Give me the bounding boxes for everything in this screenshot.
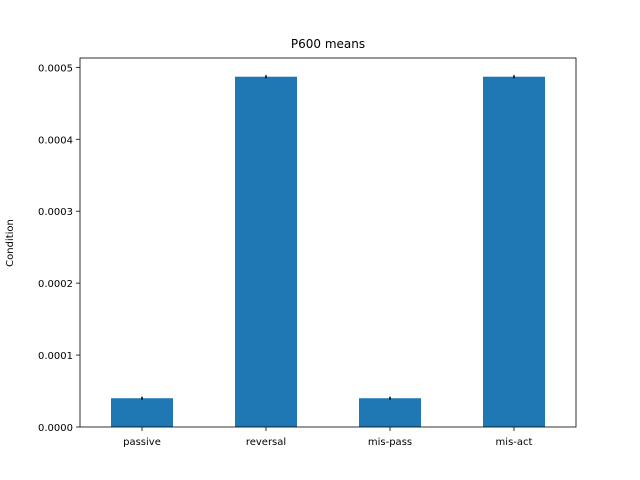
bar-mis-pass [359, 398, 421, 427]
y-tick-label-5: 0.0005 [38, 63, 73, 74]
plot-area: passive reversal mis-pass mis-act 0.0000 0.00… [38, 57, 577, 448]
y-tick-label-0: 0.0000 [38, 423, 73, 434]
x-tick-label-reversal: reversal [246, 437, 286, 448]
bar-passive [111, 398, 173, 427]
y-tick-label-4: 0.0004 [38, 135, 73, 146]
y-tick-label-2: 0.0002 [38, 279, 73, 290]
x-tick-label-passive: passive [123, 437, 161, 448]
bar-mis-act [483, 76, 545, 427]
x-tick-label-mis-act: mis-act [496, 437, 533, 448]
y-tick-label-3: 0.0003 [38, 207, 73, 218]
y-axis-label: Condition [5, 219, 16, 267]
y-tick-label-1: 0.0001 [38, 351, 73, 362]
plot-frame [79, 57, 577, 428]
x-tick-label-mis-pass: mis-pass [368, 437, 412, 448]
chart-title: P600 means [291, 37, 365, 51]
bar-reversal [235, 76, 297, 427]
